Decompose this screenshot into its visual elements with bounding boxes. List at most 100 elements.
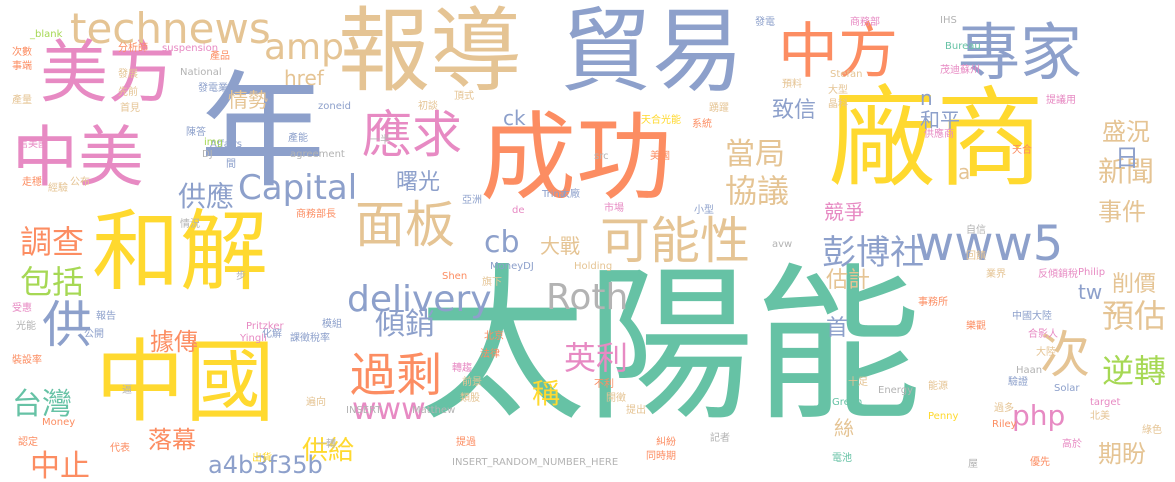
small-word: 逼 [122, 385, 132, 396]
small-word: 情況 [180, 219, 200, 230]
small-word: 反傾銷稅 [1038, 269, 1078, 280]
small-word: 高於 [1062, 439, 1082, 450]
small-word: 十足 [848, 377, 868, 388]
small-word: 陳答 [186, 127, 206, 138]
small-word: Matthew [412, 405, 456, 416]
small-word: 驗證 [1008, 377, 1028, 388]
small-word: 事務所 [918, 297, 948, 308]
small-word: Affairs [210, 139, 242, 150]
word: 估計 [826, 268, 871, 293]
small-word: 出貨 [252, 453, 272, 464]
small-word: 認定 [18, 437, 38, 448]
small-word: 裝設率 [12, 355, 42, 366]
small-word: 發電 [755, 17, 775, 28]
word: 廠商 [828, 77, 1045, 202]
word: 協議 [725, 172, 790, 210]
small-word: 小型 [694, 205, 714, 216]
word: amp [264, 27, 344, 68]
small-word: 回饋 [966, 251, 986, 262]
word: 和平 [920, 108, 960, 132]
small-word: 經驗 [48, 183, 68, 194]
word: php [1012, 399, 1066, 432]
small-word: 發電業 [198, 83, 228, 94]
small-word: 頂式 [454, 91, 474, 102]
small-word: agreement [290, 149, 345, 160]
small-word: 樂觀 [966, 321, 986, 332]
small-word: Holding [574, 261, 613, 272]
word: a [958, 160, 971, 184]
small-word: 預料 [782, 79, 802, 90]
small-word: Pritzker [246, 321, 284, 332]
word: 情勢 [228, 88, 268, 112]
small-word: INSERT_RANDOM_NUMBER_HERE [452, 457, 619, 468]
word: 稱 [532, 377, 561, 410]
small-word: Green [832, 397, 863, 408]
small-word: 次數 [12, 47, 32, 58]
word: 貿易 [560, 0, 745, 105]
word: 首 [826, 316, 849, 341]
word: Capital [238, 168, 358, 208]
word: delivery [347, 279, 492, 320]
small-word: IHS [940, 15, 957, 26]
word: 供 [42, 296, 92, 354]
small-word: 亞洲 [462, 195, 482, 206]
small-word: Shen [442, 271, 468, 282]
word: 傾銷 [375, 307, 435, 342]
word: 削價 [1112, 272, 1157, 297]
small-word: 綠色 [1142, 425, 1162, 436]
small-word: 受惠 [12, 303, 32, 314]
small-word: src [594, 151, 609, 162]
small-word: 不利 [594, 379, 614, 390]
small-word: 一轉 [316, 439, 336, 450]
small-word: 同時期 [646, 451, 676, 462]
word: 日 [1115, 144, 1139, 172]
small-word: Money [42, 417, 76, 428]
word: ck [503, 106, 526, 130]
small-word: 前景 [462, 377, 482, 388]
word: 供給 [302, 436, 355, 466]
small-word: 供應商 [924, 129, 954, 140]
small-word: Penny [928, 411, 959, 422]
word: 大戰 [540, 234, 580, 258]
small-word: 走穩 [22, 177, 42, 188]
small-word: 初談 [418, 101, 438, 112]
small-word: 優先 [1030, 457, 1050, 468]
word: 中方 [778, 17, 898, 87]
small-word: 遍向 [306, 397, 326, 408]
small-word: 大陸 [1036, 347, 1056, 358]
small-word: 系統 [692, 119, 712, 130]
word: 中國 [95, 330, 275, 435]
small-word: _blank [30, 29, 63, 40]
small-word: suspension [162, 43, 219, 54]
small-word: 能源 [928, 381, 948, 392]
small-word: 天合 [1012, 145, 1032, 156]
small-word: Philip [1078, 267, 1106, 278]
word: 中美 [12, 119, 144, 196]
small-word: 報告 [96, 311, 116, 322]
word: 太陽能 [418, 248, 922, 444]
small-word: de [512, 205, 525, 216]
word: 當局 [725, 137, 785, 172]
word: 英利 [564, 339, 629, 377]
word: 彭博社 [822, 233, 924, 273]
word: 盛況 [1102, 118, 1150, 146]
small-word: target [1090, 397, 1121, 408]
small-word: 茂迪蘇州 [940, 65, 980, 76]
small-word: 產品 [210, 51, 230, 62]
small-word: 大型 [828, 85, 848, 96]
word: 落幕 [148, 426, 196, 454]
small-word: 北美 [1090, 411, 1110, 422]
small-word: 類股 [460, 393, 480, 404]
small-word: 化解 [262, 329, 282, 340]
small-word: INSERT [346, 405, 382, 416]
small-word: 商務部長 [296, 209, 336, 220]
small-word: 產量 [12, 95, 32, 106]
small-word: 一半 [370, 135, 390, 146]
word: 次 [1040, 326, 1090, 384]
word: 過剩 [350, 348, 442, 402]
word: 包括 [20, 263, 85, 301]
small-word: 踴躍 [709, 103, 729, 114]
small-word: 法律 [480, 349, 500, 360]
small-word: 課徵稅率 [290, 333, 330, 344]
